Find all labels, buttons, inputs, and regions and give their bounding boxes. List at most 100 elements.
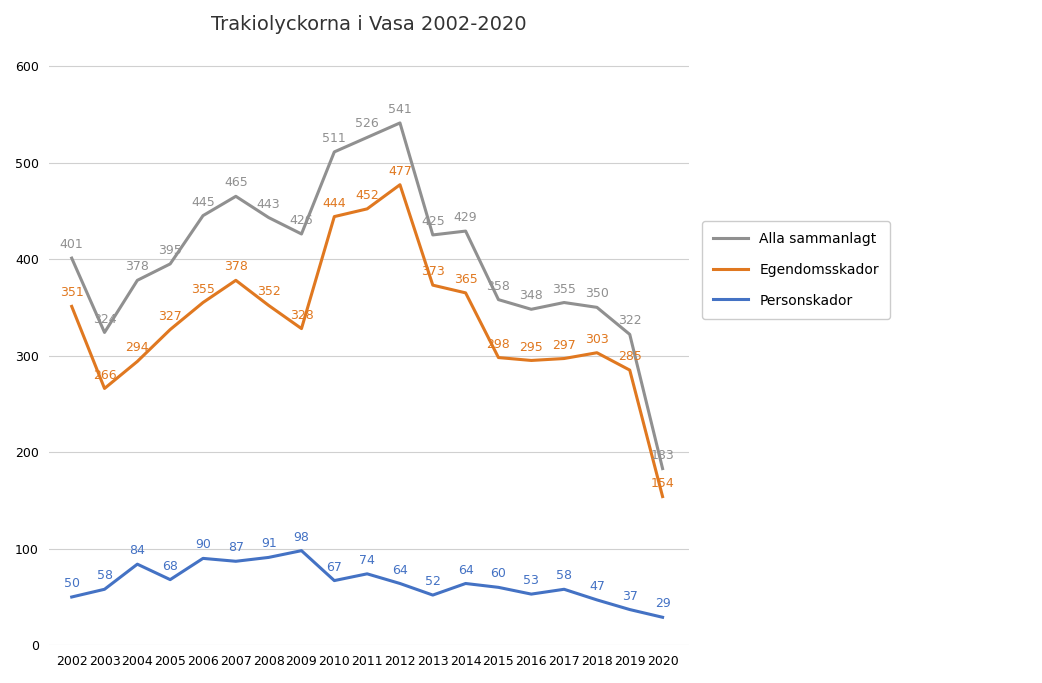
Text: 425: 425	[421, 215, 445, 228]
Alla sammanlagt	[328, 148, 341, 156]
Text: 58: 58	[97, 570, 113, 583]
Egendomsskador	[131, 357, 144, 365]
Personskador	[460, 579, 472, 587]
Personskador	[426, 591, 439, 599]
Personskador	[164, 576, 176, 584]
Alla sammanlagt	[460, 227, 472, 235]
Personskador	[328, 576, 341, 585]
Alla sammanlagt	[361, 133, 373, 141]
Personskador	[98, 585, 110, 594]
Personskador	[394, 579, 406, 587]
Egendomsskador	[394, 180, 406, 189]
Text: 58: 58	[556, 570, 572, 583]
Text: 64: 64	[457, 563, 473, 576]
Egendomsskador	[623, 366, 636, 374]
Egendomsskador	[361, 205, 373, 213]
Text: 328: 328	[290, 309, 314, 322]
Text: 355: 355	[552, 283, 576, 296]
Alla sammanlagt	[426, 231, 439, 239]
Personskador	[557, 585, 570, 594]
Text: 303: 303	[585, 333, 609, 346]
Text: 378: 378	[125, 260, 149, 273]
Text: 358: 358	[487, 279, 511, 293]
Text: 285: 285	[618, 350, 642, 363]
Alla sammanlagt	[164, 260, 176, 268]
Text: 429: 429	[454, 211, 477, 224]
Line: Personskador: Personskador	[72, 550, 663, 617]
Alla sammanlagt	[98, 329, 110, 337]
Text: 327: 327	[158, 309, 182, 322]
Egendomsskador	[66, 303, 78, 311]
Alla sammanlagt	[295, 230, 307, 238]
Personskador	[656, 613, 669, 622]
Alla sammanlagt	[492, 296, 504, 304]
Egendomsskador	[492, 354, 504, 362]
Text: 90: 90	[195, 538, 210, 551]
Text: 84: 84	[129, 544, 145, 557]
Egendomsskador	[525, 357, 538, 365]
Text: 477: 477	[388, 165, 412, 178]
Text: 351: 351	[59, 286, 83, 299]
Text: 444: 444	[323, 197, 346, 210]
Personskador	[263, 553, 275, 561]
Egendomsskador	[460, 289, 472, 297]
Personskador	[361, 570, 373, 578]
Egendomsskador	[98, 385, 110, 393]
Personskador	[623, 605, 636, 613]
Egendomsskador	[295, 324, 307, 333]
Alla sammanlagt	[131, 276, 144, 284]
Egendomsskador	[426, 281, 439, 289]
Line: Alla sammanlagt: Alla sammanlagt	[72, 123, 663, 469]
Text: 324: 324	[93, 313, 117, 326]
Egendomsskador	[263, 301, 275, 309]
Text: 294: 294	[125, 342, 149, 354]
Text: 355: 355	[191, 283, 215, 296]
Egendomsskador	[229, 276, 242, 284]
Text: 365: 365	[453, 273, 477, 286]
Text: 98: 98	[294, 531, 309, 544]
Title: Trakiolyckorna i Vasa 2002-2020: Trakiolyckorna i Vasa 2002-2020	[210, 15, 526, 34]
Personskador	[525, 590, 538, 598]
Text: 373: 373	[421, 265, 445, 278]
Alla sammanlagt	[656, 464, 669, 473]
Text: 29: 29	[654, 598, 670, 611]
Alla sammanlagt	[557, 298, 570, 307]
Text: 350: 350	[585, 288, 609, 301]
Egendomsskador	[328, 212, 341, 221]
Personskador	[197, 555, 209, 563]
Egendomsskador	[164, 326, 176, 334]
Text: 322: 322	[618, 314, 642, 327]
Text: 395: 395	[158, 244, 182, 257]
Text: 52: 52	[425, 575, 441, 588]
Text: 60: 60	[491, 568, 506, 581]
Alla sammanlagt	[263, 214, 275, 222]
Text: 87: 87	[228, 542, 244, 555]
Text: 352: 352	[256, 285, 280, 298]
Egendomsskador	[656, 492, 669, 501]
Text: 297: 297	[552, 339, 576, 352]
Text: 298: 298	[487, 337, 511, 350]
Text: 295: 295	[519, 341, 543, 354]
Alla sammanlagt	[591, 303, 603, 311]
Line: Egendomsskador: Egendomsskador	[72, 184, 663, 497]
Legend: Alla sammanlagt, Egendomsskador, Personskador: Alla sammanlagt, Egendomsskador, Persons…	[702, 221, 890, 319]
Alla sammanlagt	[623, 331, 636, 339]
Text: 183: 183	[650, 449, 674, 462]
Text: 378: 378	[224, 260, 248, 273]
Alla sammanlagt	[197, 212, 209, 220]
Text: 64: 64	[392, 563, 407, 576]
Text: 67: 67	[326, 561, 342, 574]
Alla sammanlagt	[66, 254, 78, 262]
Text: 465: 465	[224, 176, 248, 189]
Text: 445: 445	[191, 196, 215, 209]
Text: 452: 452	[355, 189, 379, 202]
Text: 348: 348	[519, 290, 543, 303]
Text: 50: 50	[64, 577, 79, 590]
Text: 541: 541	[388, 103, 412, 116]
Text: 53: 53	[523, 574, 539, 587]
Personskador	[229, 557, 242, 566]
Text: 266: 266	[93, 369, 117, 382]
Text: 37: 37	[622, 589, 638, 602]
Personskador	[131, 560, 144, 568]
Text: 91: 91	[260, 538, 276, 550]
